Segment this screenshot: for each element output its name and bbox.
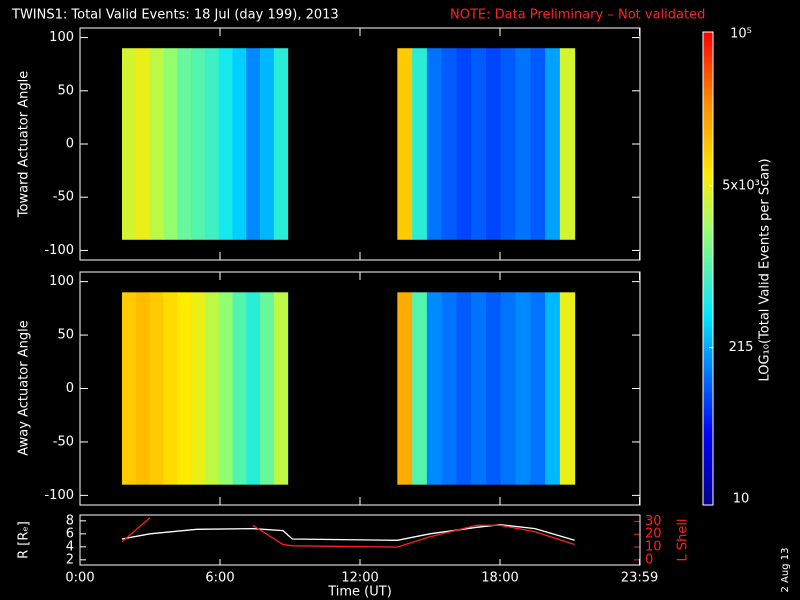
spectrogram-strip	[412, 292, 428, 485]
spectrogram-strip	[559, 48, 576, 240]
y-tick-label: 2	[66, 552, 74, 567]
chart-title: TWINS1: Total Valid Events: 18 Jul (day …	[11, 8, 339, 23]
spectrogram-strip	[218, 48, 233, 240]
spectrogram-strip	[232, 48, 247, 240]
colorbar	[702, 31, 714, 506]
spectrogram-strip	[149, 48, 164, 240]
spectrogram-strip	[273, 292, 289, 485]
x-tick-label: 0:00	[65, 571, 94, 586]
spectrogram-strip	[471, 292, 487, 485]
colorbar-tick-label: 215	[729, 340, 754, 355]
spectrogram-strip	[471, 48, 487, 240]
y-tick-label: 4	[66, 539, 74, 554]
spectrogram-strip	[204, 48, 220, 240]
spectrogram-strip	[149, 292, 164, 485]
spectrogram-strip	[163, 48, 178, 240]
y-tick-label: -50	[53, 190, 74, 205]
panel-frame	[79, 514, 641, 566]
spectrogram-strip	[441, 48, 457, 240]
spectrogram-strip	[122, 292, 137, 485]
spectrogram-strip	[260, 48, 275, 240]
spectrogram-strip	[545, 292, 561, 485]
y2-axis-label: L Shell	[676, 518, 691, 561]
x-tick-label: 6:00	[205, 571, 234, 586]
spectrogram-strip	[486, 48, 502, 240]
x-tick-label: 18:00	[481, 571, 518, 586]
y-tick-label: 50	[57, 83, 74, 98]
spectrogram-strip	[441, 292, 457, 485]
spectrogram-strip	[426, 292, 443, 485]
spectrogram-strip	[177, 48, 192, 240]
y-axis-label: R [Rₑ]	[17, 521, 32, 559]
y2-tick-label: 20	[645, 527, 662, 542]
orbit-line	[121, 517, 575, 548]
spectrogram-strip	[260, 292, 275, 485]
spectrogram-strip	[191, 48, 206, 240]
spectrogram-strip	[426, 48, 443, 240]
colorbar-tick-label: 10⁵	[730, 27, 752, 42]
spectrogram-strip	[412, 48, 428, 240]
y-tick-label: 100	[49, 30, 74, 45]
y-tick-label: -100	[44, 243, 74, 258]
y2-tick-label: 30	[645, 514, 662, 529]
y2-tick-label: 0	[645, 552, 653, 567]
x-tick-label: 12:00	[341, 571, 378, 586]
spectrogram-strip	[500, 292, 517, 485]
spectrogram-strip	[500, 48, 517, 240]
spectrogram-strip	[545, 48, 561, 240]
panel-frame	[79, 271, 641, 506]
x-axis-label: Time (UT)	[327, 585, 392, 600]
spectrogram-strip	[530, 48, 546, 240]
spectrogram-strip	[177, 292, 192, 485]
spectrogram-strip	[559, 292, 576, 485]
spectrogram-strip	[456, 48, 472, 240]
y-tick-label: -100	[44, 488, 74, 503]
spectrogram-strip	[515, 48, 531, 240]
colorbar-tick-label: 5x10³	[722, 178, 760, 193]
y-tick-label: 6	[66, 526, 74, 541]
spectrogram-strip	[163, 292, 178, 485]
spectrogram-strip	[135, 48, 151, 240]
orbit-line	[121, 524, 575, 541]
spectrogram-strip	[122, 48, 137, 240]
spectrogram-strip	[397, 48, 413, 240]
spectrogram-strip	[273, 48, 289, 240]
y-axis-label: Away Actuator Angle	[17, 320, 32, 455]
spectrogram-strip	[530, 292, 546, 485]
spectrogram-strip	[218, 292, 233, 485]
spectrogram-strip	[246, 292, 261, 485]
spectrogram-strip	[191, 292, 206, 485]
spectrogram-strip	[246, 48, 261, 240]
x-tick-label: 23:59	[621, 571, 658, 586]
y-tick-label: 0	[66, 137, 74, 152]
colorbar-label: LOG₁₀(Total Valid Events per Scan)	[758, 158, 773, 381]
y2-tick-label: 10	[645, 540, 662, 555]
spectrogram-strip	[135, 292, 151, 485]
spectrogram-strip	[397, 292, 413, 485]
spectrogram-strip	[515, 292, 531, 485]
spectrogram-strip	[456, 292, 472, 485]
y-tick-label: -50	[53, 434, 74, 449]
colorbar-tick-label: 10	[733, 492, 750, 507]
note: NOTE: Data Preliminary – Not validated	[450, 8, 705, 23]
orbit-lines	[121, 517, 575, 548]
y-tick-label: 100	[49, 274, 74, 289]
spectrogram-strip	[232, 292, 247, 485]
y-tick-label: 0	[66, 381, 74, 396]
y-axis-label: Toward Actuator Angle	[17, 71, 32, 218]
panel-frame	[79, 27, 641, 261]
spectrogram-strip	[204, 292, 220, 485]
y-tick-label: 8	[66, 513, 74, 528]
spectrogram-strip	[486, 292, 502, 485]
y-tick-label: 50	[57, 328, 74, 343]
date-stamp: 2 Aug 13	[780, 548, 791, 593]
